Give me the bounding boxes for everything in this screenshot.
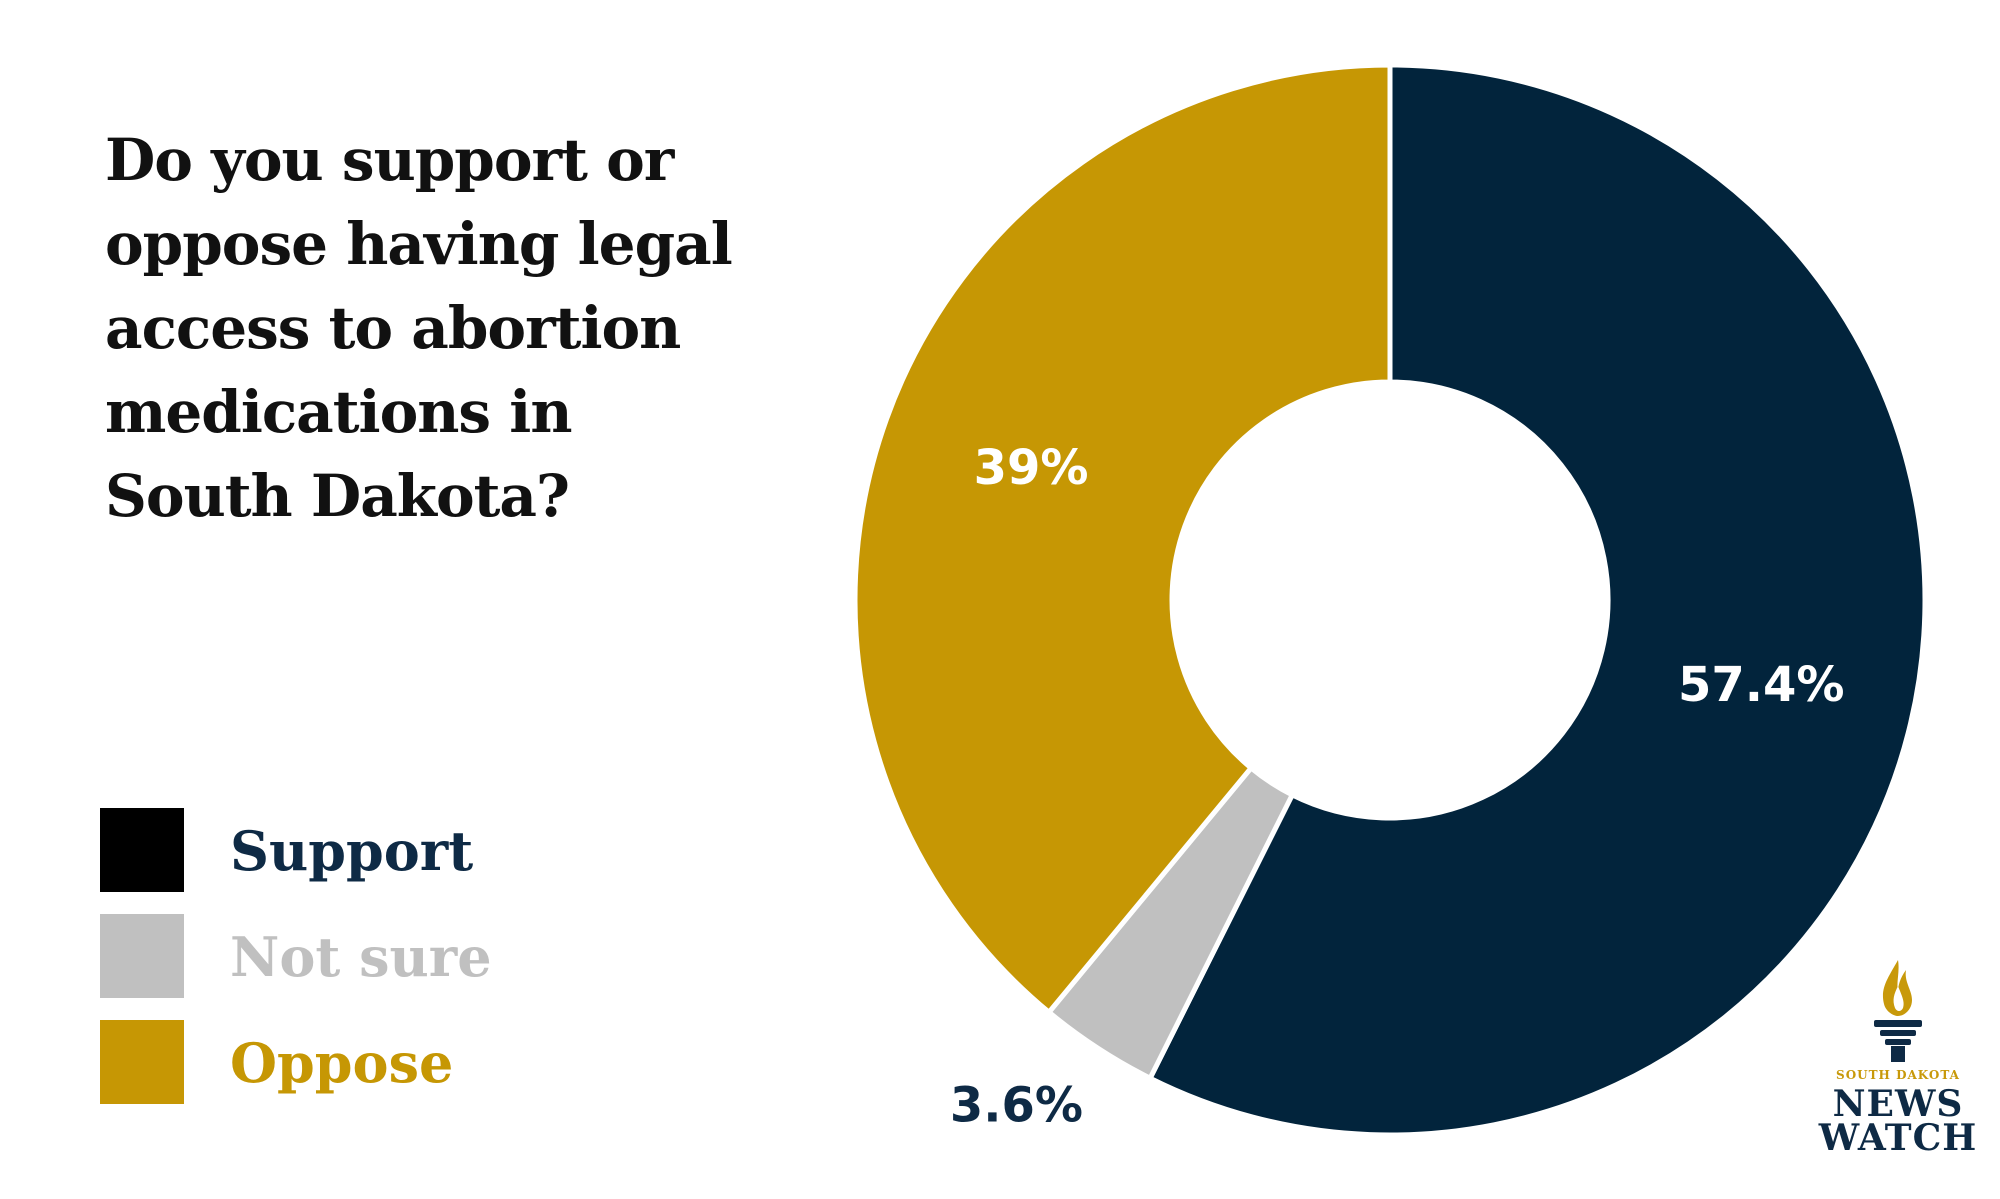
data-label-not-sure: 3.6% (950, 1077, 1083, 1133)
logo-watch: WATCH (1818, 1117, 1978, 1159)
legend-swatch-support (100, 808, 184, 892)
title-line: Do you support or (105, 126, 674, 194)
chart-title: Do you support or oppose having legal ac… (105, 118, 745, 538)
torch-icon (1874, 960, 1922, 1062)
legend-label-not-sure: Not sure (230, 925, 492, 989)
title-line: oppose having legal (105, 210, 733, 278)
title-line: access to abortion (105, 294, 681, 362)
logo-news: NEWS (1832, 1083, 1964, 1125)
legend-label-support: Support (230, 819, 474, 883)
title-line: medications in (105, 378, 572, 446)
logo-subtitle: SOUTH DAKOTA (1836, 1068, 1960, 1082)
legend-label-oppose: Oppose (230, 1031, 454, 1095)
data-label-support: 57.4% (1678, 657, 1845, 713)
title-line: South Dakota? (105, 462, 570, 530)
slice-oppose (852, 62, 1393, 1016)
legend-swatch-oppose (100, 1020, 184, 1104)
data-label-oppose: 39% (974, 440, 1089, 496)
slice-support (1146, 62, 1928, 1138)
legend-swatch-not-sure (100, 914, 184, 998)
